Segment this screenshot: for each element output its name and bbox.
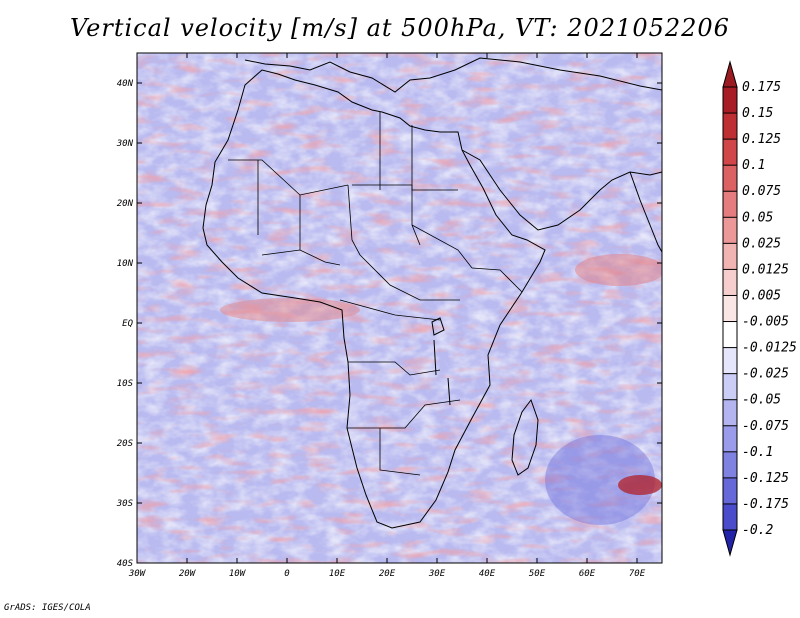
colorbar-label: 0.005: [742, 288, 781, 303]
lat-tick-label: 20S: [117, 439, 134, 449]
grads-credit: GrADS: IGES/COLA: [4, 603, 91, 613]
colorbar-label: 0.125: [742, 132, 781, 147]
cyclone-arm: [618, 475, 662, 495]
colorbar-swatch: [723, 243, 737, 270]
itcz-band: [220, 298, 360, 322]
colorbar-label: 0.15: [742, 106, 773, 121]
colorbar-swatch: [723, 295, 737, 322]
indian-ocean-band: [575, 254, 662, 286]
lon-tick-label: 30W: [128, 569, 147, 579]
lon-tick-label: 0: [284, 569, 289, 579]
colorbar-label: 0.075: [742, 184, 781, 199]
madagascar-coastline: [511, 398, 539, 476]
arabian-coastline: [461, 149, 662, 231]
colorbar-label: -0.1: [742, 445, 773, 460]
colorbar-top-arrow: [722, 60, 738, 88]
colorbar-swatch: [723, 425, 737, 452]
lon-tick-label: 50E: [529, 569, 546, 579]
colorbar-label: 0.05: [742, 210, 773, 225]
colorbar-label: -0.025: [742, 367, 789, 382]
lat-tick-label: 10S: [117, 379, 134, 389]
colorbar-label: -0.0125: [742, 341, 797, 356]
lon-tick-label: 60E: [579, 569, 596, 579]
political-borders: [228, 112, 523, 476]
colorbar-label: 0.025: [742, 236, 781, 251]
lat-tick-label: EQ: [122, 319, 133, 329]
colorbar-label: -0.005: [742, 315, 789, 330]
colorbar-swatch: [723, 373, 737, 400]
lon-tick-label: 40E: [479, 569, 496, 579]
colorbar-swatch: [723, 269, 737, 296]
colorbar: 0.175 0.15 0.125 0.1 0.075 0.05 0.025 0.0125 0.0…: [722, 60, 797, 557]
colorbar-label: 0.175: [742, 80, 781, 95]
colorbar-swatch: [723, 399, 737, 426]
lon-axis: 30W 20W 10W 0 10E 20E 30E 40E 50E 60E 70E: [128, 53, 646, 579]
colorbar-label: -0.2: [742, 523, 773, 538]
colorbar-swatch: [723, 477, 737, 504]
lon-tick-label: 10E: [329, 569, 346, 579]
colorbar-swatch: [723, 87, 737, 114]
colorbar-swatch: [723, 217, 737, 244]
field-layer: [137, 53, 662, 563]
lon-tick-label: 30E: [428, 569, 446, 579]
colorbar-swatch: [723, 139, 737, 166]
europe-coastline: [244, 57, 662, 93]
africa-coastline: [202, 69, 546, 529]
colorbar-label: 0.1: [742, 158, 765, 173]
colorbar-label: -0.125: [742, 471, 789, 486]
colorbar-swatch: [723, 503, 737, 530]
colorbar-label: -0.05: [742, 393, 781, 408]
lon-tick-label: 20W: [179, 569, 197, 579]
lat-tick-label: 30N: [116, 139, 134, 149]
colorbar-bottom-arrow: [722, 529, 738, 557]
colorbar-label: 0.0125: [742, 262, 789, 277]
colorbar-swatch: [723, 321, 737, 348]
map-title: Vertical velocity [m/s] at 500hPa, VT: 2…: [70, 14, 730, 42]
lat-tick-label: 40S: [117, 559, 134, 569]
lat-axis: 40N 30N 20N 10N EQ 10S 20S 30S 40S: [116, 79, 662, 569]
colorbar-swatch: [723, 191, 737, 218]
colorbar-label: -0.175: [742, 497, 789, 512]
lon-tick-label: 20E: [379, 569, 396, 579]
colorbar-swatch: [723, 451, 737, 478]
colorbar-swatch: [723, 113, 737, 140]
colorbar-swatch: [723, 165, 737, 192]
lat-tick-label: 40N: [117, 79, 134, 89]
lon-tick-label: 70E: [629, 569, 646, 579]
lakes: [431, 317, 451, 406]
lat-tick-label: 10N: [117, 259, 134, 269]
lat-tick-label: 30S: [116, 499, 134, 509]
colorbar-label: -0.075: [742, 419, 789, 434]
india-coastline: [629, 171, 662, 253]
cyclone-region: [545, 435, 655, 525]
colorbar-swatch: [723, 347, 737, 374]
lon-tick-label: 10W: [229, 569, 247, 579]
plot-frame: [136, 52, 663, 564]
coastlines: [202, 57, 662, 529]
lat-tick-label: 20N: [117, 199, 134, 209]
